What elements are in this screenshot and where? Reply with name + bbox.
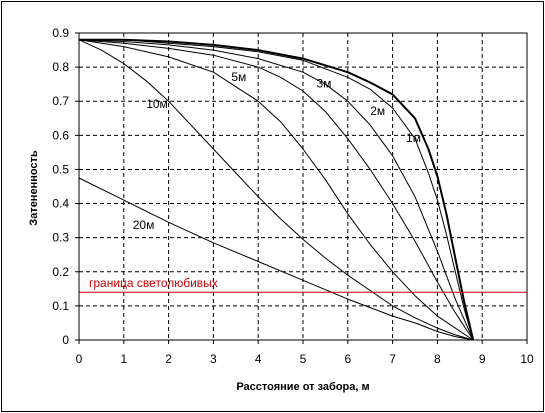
series-line [78,39,474,341]
y-tick-label: 0.1 [52,299,69,313]
series-line [78,39,474,341]
x-tick-label: 10 [520,352,534,366]
threshold-label: граница светолюбивых [89,276,218,290]
x-tick-label: 6 [344,352,351,366]
x-tick-label: 0 [76,352,83,366]
series-label: 3м [316,77,331,91]
y-tick-label: 0.5 [52,162,69,176]
series-line [79,38,475,341]
x-tick-label: 8 [434,352,441,366]
x-tick-label: 4 [255,352,262,366]
series-line [79,39,474,341]
x-tick-label: 2 [165,352,172,366]
series-label: 5м [231,70,246,84]
x-tick-label: 3 [210,352,217,366]
y-tick-label: 0 [62,333,69,347]
y-tick-label: 0.8 [52,60,69,74]
series-label: 20м [133,218,155,232]
x-tick-label: 9 [479,352,486,366]
y-axis-label: Затененность [28,150,40,226]
y-tick-label: 0.7 [52,94,69,108]
x-tick-label: 7 [389,352,396,366]
y-tick-label: 0.3 [52,231,69,245]
x-tick-label: 1 [120,352,127,366]
series-line [78,177,474,341]
series-label: 10м [146,97,168,111]
y-tick-label: 0.2 [52,265,69,279]
x-axis-label: Расстояние от забора, м [236,381,369,393]
series-label: 1м [406,131,421,145]
y-tick-label: 0.9 [52,26,69,40]
y-tick-label: 0.6 [52,128,69,142]
series-line [78,39,474,341]
x-tick-label: 5 [300,352,307,366]
series-label: 2м [370,104,385,118]
series-line [78,39,474,341]
y-tick-label: 0.4 [52,197,69,211]
